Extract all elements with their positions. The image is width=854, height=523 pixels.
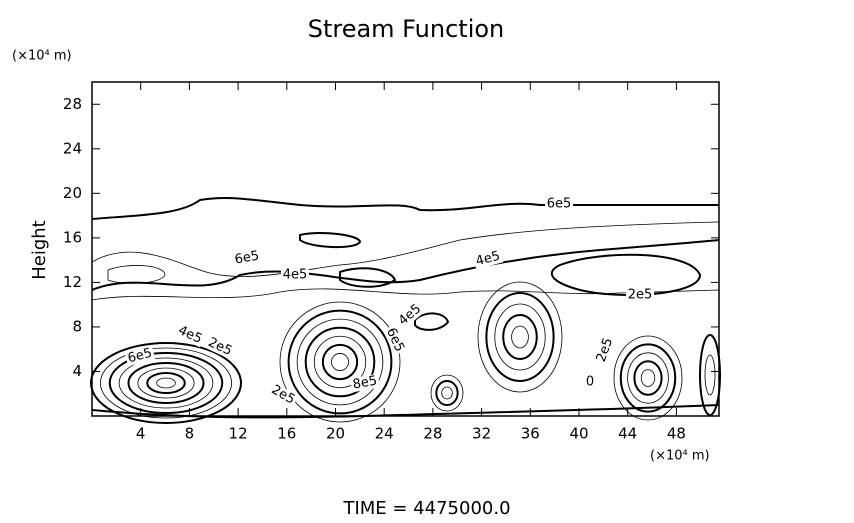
contour-label-bg [281, 268, 309, 282]
x-tick-label: 12 [229, 425, 248, 443]
contour-line [477, 281, 563, 393]
contour-line [633, 360, 663, 396]
y-tick-label: 16 [63, 228, 82, 246]
contour-line [441, 386, 453, 400]
contour-label: 8e5 [352, 373, 379, 392]
contour-label-bg [394, 300, 426, 330]
contour-line [704, 354, 716, 396]
y-tick-label: 4 [72, 362, 82, 380]
contour-line [137, 367, 195, 399]
contour-label-bg [472, 248, 504, 270]
x-tick-label: 24 [375, 425, 394, 443]
contour-lines [90, 196, 721, 424]
contour-line [435, 380, 459, 406]
contour-label: 4e5 [474, 249, 502, 270]
contour-line [287, 309, 393, 415]
contour-label-bg [267, 381, 299, 409]
contour-label: 4e5 [283, 268, 308, 283]
contour-label: 2e5 [628, 288, 653, 303]
contour-line [430, 374, 464, 412]
x-tick-label: 44 [618, 425, 637, 443]
contour-label: 2e5 [594, 336, 616, 364]
plot-frame [91, 81, 720, 417]
contour-line [511, 325, 529, 349]
contour-line [313, 335, 367, 389]
contour-label-bg [545, 197, 573, 211]
contour-line [619, 343, 677, 413]
contour-line [331, 353, 349, 371]
contour-label-bg [174, 322, 206, 348]
y-unit: (×10⁴ m) [12, 49, 72, 64]
contour-line [127, 362, 205, 404]
contour-label: 6e5 [126, 346, 154, 367]
contour-label-bg [382, 324, 408, 356]
contour-line [321, 343, 359, 381]
contour-label: 6e5 [234, 248, 261, 267]
contour-line [485, 292, 555, 382]
footer: TIME = 4475000.0 [342, 498, 510, 519]
contour-label-bg [124, 345, 156, 367]
y-tick-label: 24 [63, 139, 82, 157]
contour-line [279, 301, 401, 423]
y-tick-label: 8 [72, 317, 82, 335]
contour-line [613, 335, 683, 421]
x-tick-label: 36 [521, 425, 540, 443]
contour-label-bg [349, 373, 381, 393]
x-tick-label: 40 [569, 425, 588, 443]
contour-line [90, 342, 242, 424]
y-tick-label: 28 [63, 95, 82, 113]
x-unit: (×10⁴ m) [650, 449, 710, 464]
contour-line [296, 318, 384, 406]
x-tick-label: 16 [277, 425, 296, 443]
chart-title: Stream Function [308, 15, 505, 43]
x-tick-label: 32 [472, 425, 491, 443]
contour-label-bg [231, 248, 263, 268]
contour-label-bg [626, 288, 654, 302]
x-tick-label: 48 [667, 425, 686, 443]
x-tick-label: 20 [326, 425, 345, 443]
contour-line [699, 334, 721, 416]
contour-line [146, 372, 186, 394]
x-tick-label: 28 [423, 425, 442, 443]
contour-label: 0 [586, 375, 594, 390]
contour-line [99, 347, 233, 419]
x-tick-label: 4 [136, 425, 146, 443]
contour-label: 6e5 [547, 197, 572, 212]
contour-line [304, 326, 376, 398]
contour-line [640, 369, 656, 387]
x-tick-label: 8 [185, 425, 195, 443]
y-tick-label: 12 [63, 273, 82, 291]
contour-line [108, 352, 224, 414]
contour-label-bg [593, 334, 617, 366]
contour-label-bg [204, 334, 236, 360]
contour-line [502, 314, 538, 360]
contour-line [118, 357, 214, 409]
contour-line [627, 352, 669, 404]
contour-label-bg [576, 375, 604, 389]
y-tick-label: 20 [63, 184, 82, 202]
contour-line [156, 377, 176, 389]
y-axis-label: Height [29, 220, 50, 280]
contour-line [494, 303, 546, 371]
